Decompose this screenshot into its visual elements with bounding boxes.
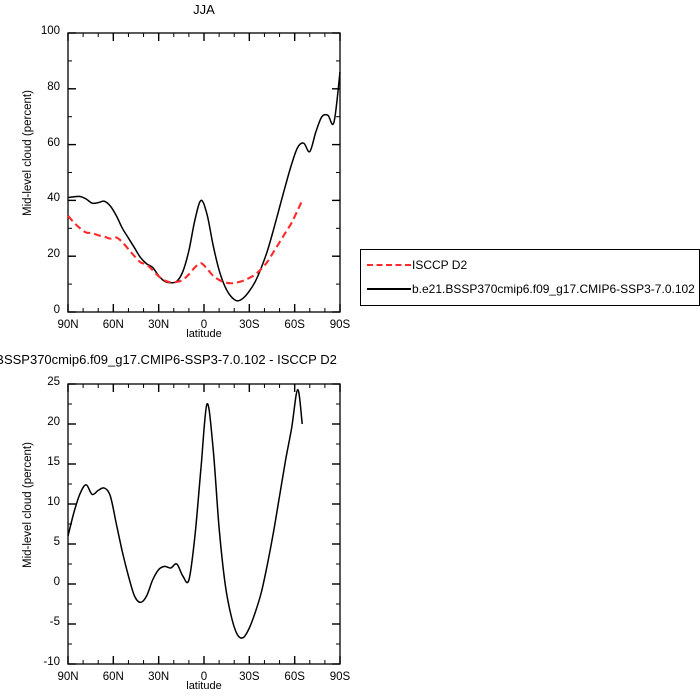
- x-tick-label: 30S: [239, 319, 260, 331]
- series-line: [67, 71, 341, 302]
- chart-panel-jja: JJA latitude Mid-level cloud (percent) 9…: [22, 2, 351, 340]
- legend-entry-isccp: ISCCP D2: [361, 253, 467, 277]
- x-tick-label: 0: [200, 671, 208, 683]
- y-tick-label: 10: [47, 496, 60, 508]
- y-tick-label: -5: [49, 616, 60, 628]
- y-tick-label: 25: [47, 376, 60, 388]
- y-tick-label: 80: [47, 80, 60, 93]
- x-tick-label: 90S: [329, 671, 351, 683]
- x-tick-label: 0: [200, 319, 208, 331]
- x-tick-label: 90N: [57, 671, 79, 683]
- y-tick-label: 15: [47, 456, 60, 468]
- y-tick-label: 60: [47, 136, 60, 149]
- x-tick-label: 60S: [284, 319, 305, 331]
- y-tick-label: 100: [40, 25, 60, 37]
- series-line: [67, 199, 304, 285]
- legend-swatch-dashed: [367, 259, 411, 271]
- legend-box: ISCCP D2 b.e21.BSSP370cmip6.f09_g17.CMIP…: [360, 249, 700, 306]
- x-tick-label: 30S: [239, 671, 260, 683]
- plot-area-bottom: [67, 383, 341, 665]
- chart-panel-difference: b.e21.BSSP370cmip6.f09_g17.CMIP6-SSP3-7.…: [0, 350, 700, 700]
- plot-area-top: [67, 32, 341, 313]
- legend-entry-model: b.e21.BSSP370cmip6.f09_g17.CMIP6-SSP3-7.…: [361, 277, 695, 301]
- y-tick-label: 0: [53, 304, 60, 316]
- y-tick-label: -10: [43, 656, 60, 668]
- legend-label-isccp: ISCCP D2: [412, 258, 468, 272]
- x-tick-label: 60S: [284, 671, 305, 683]
- chart-title-bottom: b.e21.BSSP370cmip6.f09_g17.CMIP6-SSP3-7.…: [0, 352, 337, 367]
- x-tick-label: 60N: [102, 671, 124, 683]
- series-line: [67, 388, 303, 639]
- x-tick-label: 30N: [148, 671, 170, 683]
- chart-title-top: JJA: [193, 2, 215, 17]
- x-axis-label-bottom: latitude: [186, 680, 222, 692]
- legend-swatch-solid: [367, 283, 411, 295]
- y-tick-label: 20: [47, 416, 60, 428]
- x-tick-label: 90N: [57, 319, 79, 331]
- y-tick-label: 0: [53, 576, 60, 588]
- x-tick-label: 30N: [148, 319, 170, 331]
- x-tick-label: 60N: [102, 319, 124, 331]
- legend-label-model: b.e21.BSSP370cmip6.f09_g17.CMIP6-SSP3-7.…: [412, 282, 695, 296]
- y-tick-label: 5: [53, 536, 60, 548]
- x-axis-label-top: latitude: [186, 328, 222, 340]
- x-tick-label: 90S: [329, 319, 351, 331]
- y-tick-label: 40: [47, 192, 60, 205]
- y-tick-label: 20: [47, 248, 60, 261]
